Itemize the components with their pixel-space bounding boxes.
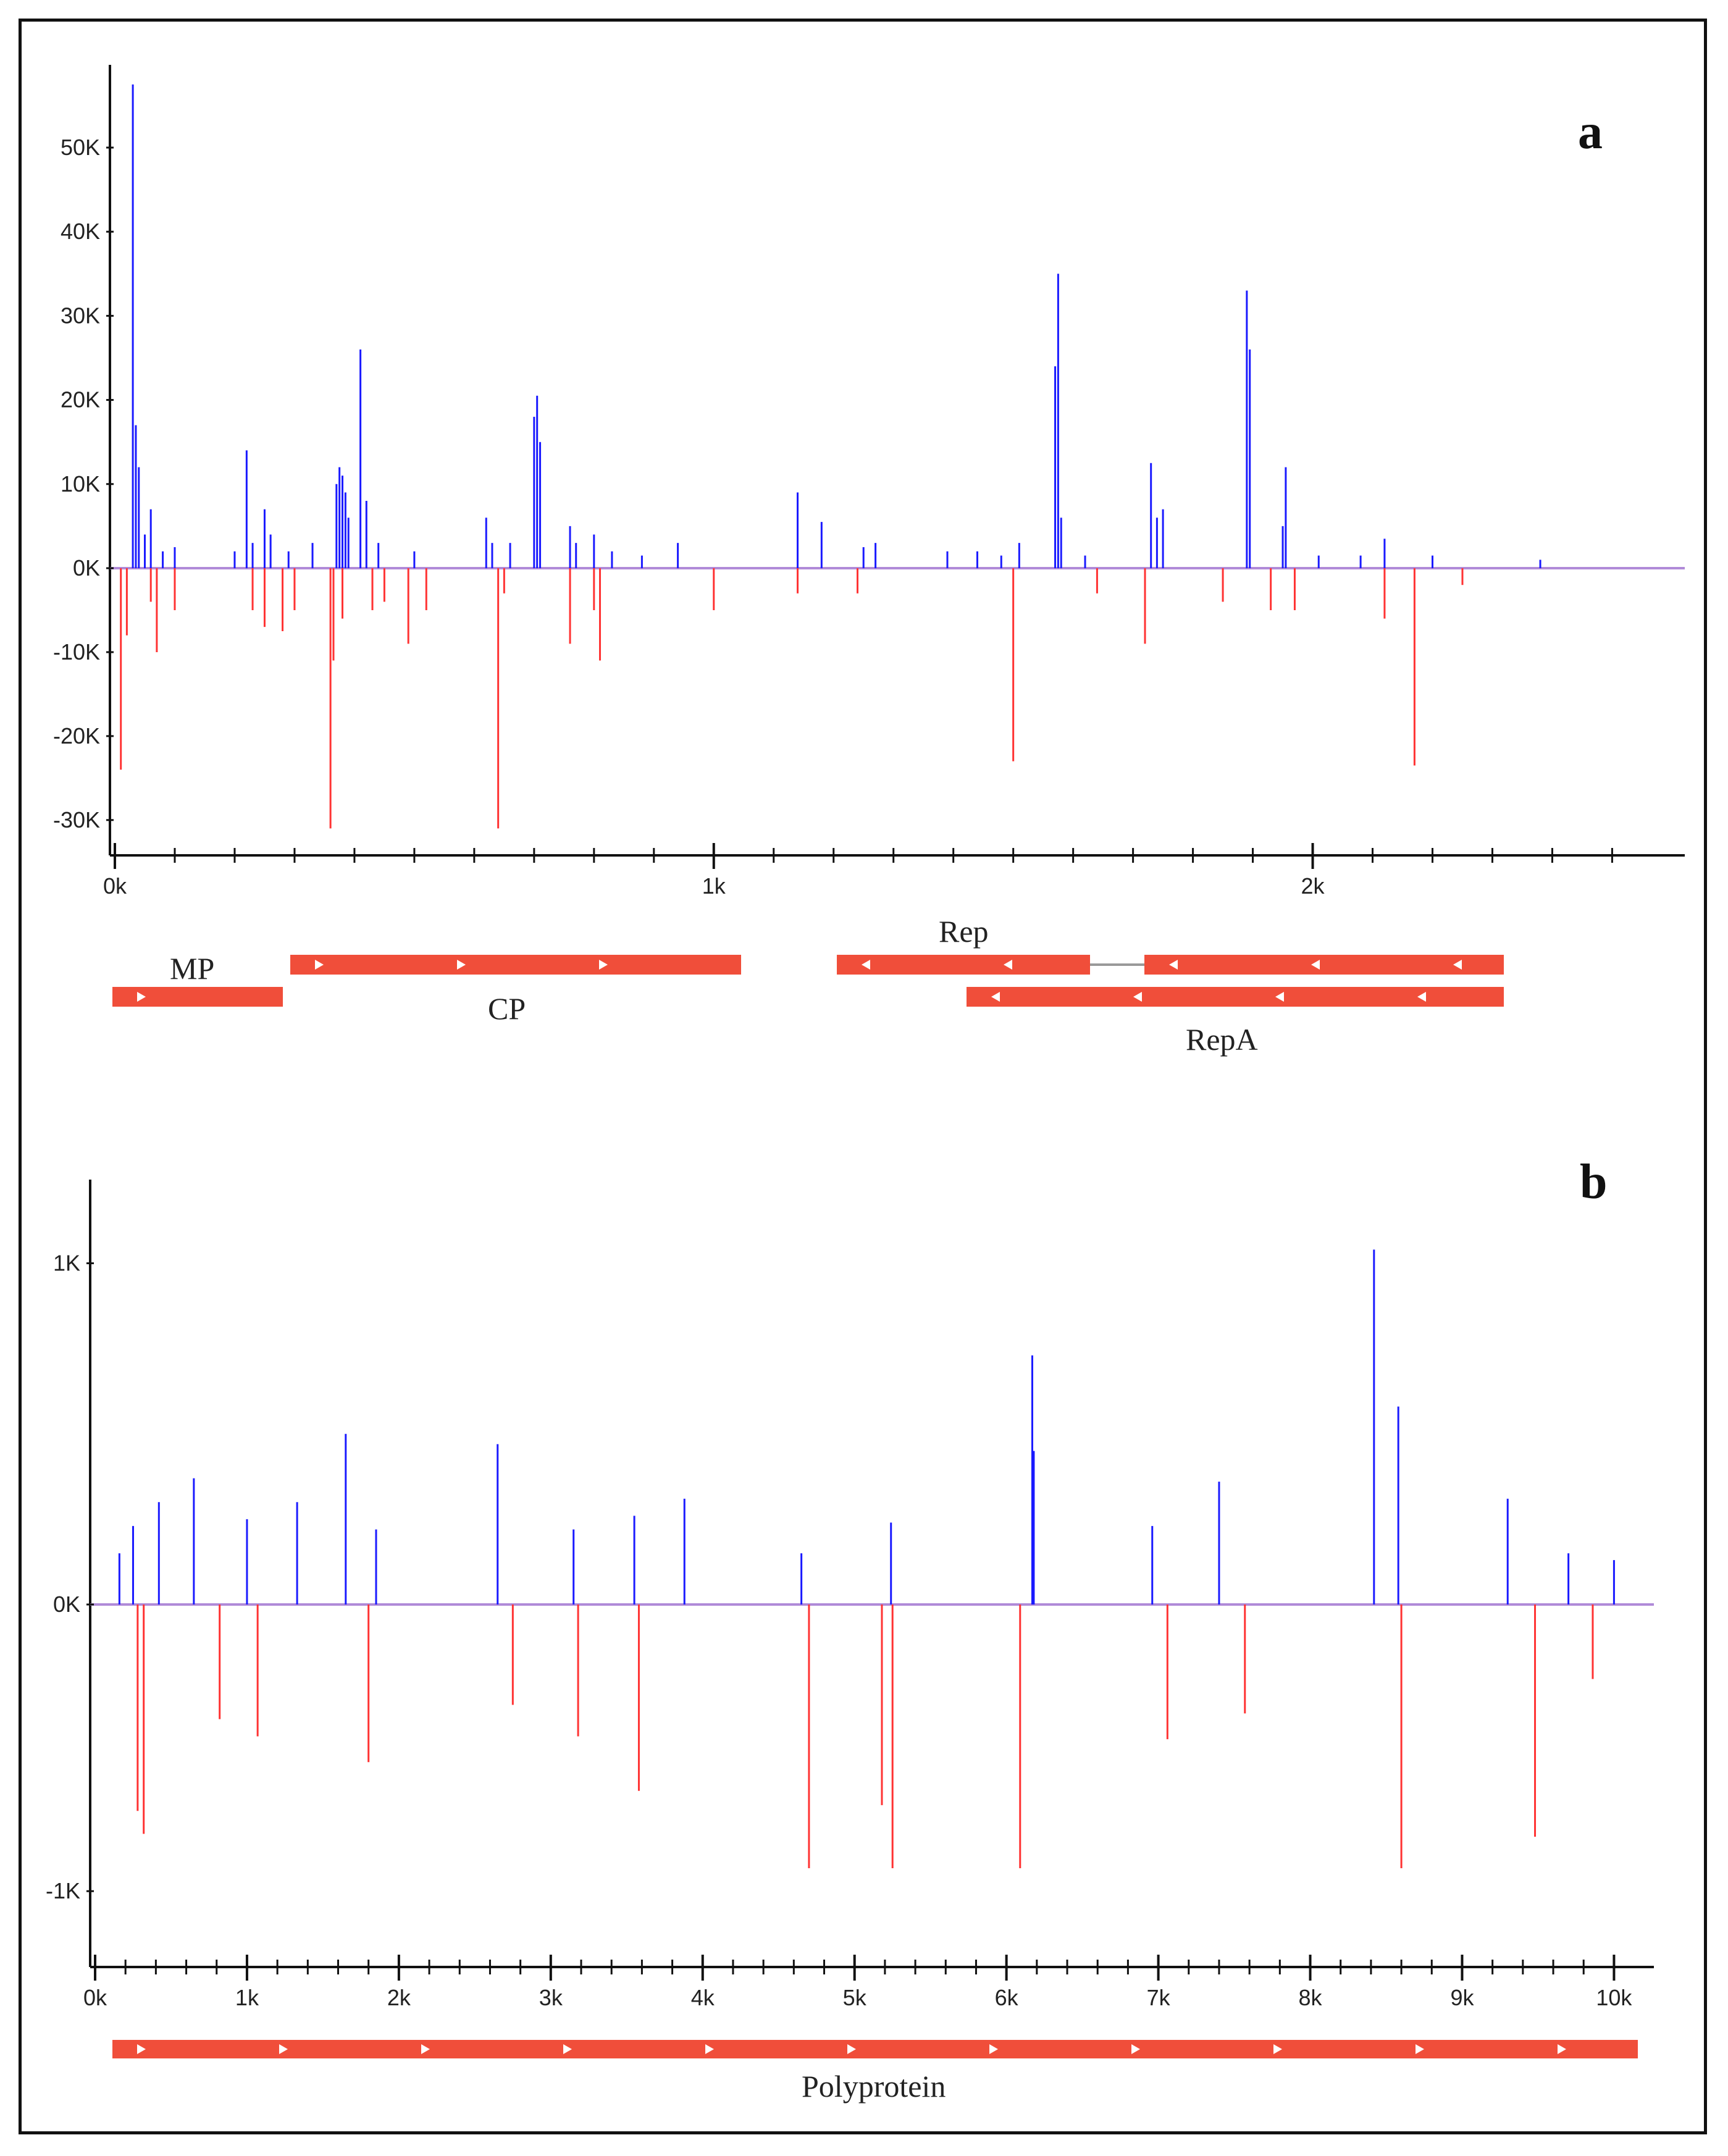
- gene-direction-arrow: [1275, 992, 1284, 1002]
- gene-direction-arrow: [137, 2044, 146, 2054]
- gene-label-polyprotein: Polyprotein: [802, 2069, 946, 2104]
- gene-repa-bar: [967, 987, 1504, 1007]
- x-tick-label: 4k: [691, 1985, 715, 2010]
- x-tick-label: 2k: [1301, 873, 1325, 899]
- gene-cp-bar: [290, 955, 741, 975]
- x-tick-label: 0k: [83, 1985, 107, 2010]
- x-tick-label: 3k: [539, 1985, 563, 2010]
- panel-a-letter: a: [1578, 105, 1603, 159]
- y-tick-label: 1K: [53, 1251, 80, 1276]
- gene-direction-arrow: [1004, 960, 1012, 970]
- y-tick-label: 20K: [61, 387, 100, 413]
- gene-direction-arrow: [279, 2044, 288, 2054]
- y-tick-label: 40K: [61, 219, 100, 244]
- gene-direction-arrow: [989, 2044, 998, 2054]
- gene-direction-arrow: [563, 2044, 572, 2054]
- panel-a-x-ticks: 0k 1k 2k: [103, 843, 1613, 899]
- x-tick-label: 6k: [995, 1985, 1019, 2010]
- y-tick-label: -10K: [53, 639, 100, 665]
- gene-label-rep: Rep: [939, 914, 989, 949]
- panel-b-gene-track: Polyprotein: [112, 2040, 1638, 2104]
- gene-direction-arrow: [1311, 960, 1320, 970]
- gene-direction-arrow: [315, 960, 324, 970]
- gene-rep-bar-1: [837, 955, 1090, 975]
- y-tick-label: 10K: [61, 471, 100, 497]
- y-tick-label: -1K: [46, 1878, 80, 1903]
- x-tick-label: 8k: [1299, 1985, 1323, 2010]
- gene-direction-arrow: [421, 2044, 430, 2054]
- panel-b-y-ticks: 1K 0K -1K: [46, 1251, 94, 1903]
- x-tick-label: 1k: [702, 873, 726, 899]
- y-tick-label: -30K: [53, 807, 100, 833]
- gene-direction-arrow: [1133, 992, 1142, 1002]
- gene-direction-arrow: [991, 992, 1000, 1002]
- gene-direction-arrow: [599, 960, 608, 970]
- panel-a-gene-track: MP CP Rep RepA: [112, 914, 1504, 1057]
- gene-polyprotein-bar: [112, 2040, 1638, 2058]
- gene-direction-arrow: [1273, 2044, 1282, 2054]
- y-tick-label: 30K: [61, 303, 100, 328]
- panel-a-bars: [120, 84, 1541, 829]
- gene-direction-arrow: [457, 960, 466, 970]
- gene-direction-arrow: [1558, 2044, 1566, 2054]
- gene-direction-arrow: [1416, 2044, 1424, 2054]
- panel-b: 1K 0K -1K 0k 1k 2k 3k 4k 5k 6k 7k 8k 9k 10k b Polypr…: [46, 1155, 1654, 2104]
- y-tick-label: -20K: [53, 723, 100, 749]
- y-tick-label: 0K: [73, 555, 100, 581]
- panel-b-letter: b: [1580, 1155, 1608, 1209]
- x-tick-label: 5k: [843, 1985, 867, 2010]
- gene-rep-bar-2: [1144, 955, 1504, 975]
- gene-direction-arrow: [705, 2044, 714, 2054]
- gene-direction-arrow: [847, 2044, 856, 2054]
- x-tick-label: 9k: [1450, 1985, 1474, 2010]
- panel-a: 50K 40K 30K 20K 10K 0K -10K -20K -30K 0k 1k 2k a M…: [53, 65, 1685, 1057]
- y-tick-label: 50K: [61, 135, 100, 160]
- gene-direction-arrow: [862, 960, 870, 970]
- gene-direction-arrow: [1169, 960, 1178, 970]
- x-tick-label: 10k: [1596, 1985, 1632, 2010]
- gene-label-mp: MP: [170, 951, 214, 986]
- x-tick-label: 2k: [387, 1985, 411, 2010]
- figure-frame: [19, 19, 1707, 2134]
- panel-b-x-ticks: 0k 1k 2k 3k 4k 5k 6k 7k 8k 9k 10k: [83, 1955, 1632, 2010]
- x-tick-label: 1k: [235, 1985, 259, 2010]
- panel-b-bars: [118, 1249, 1615, 1869]
- gene-direction-arrow: [1131, 2044, 1140, 2054]
- gene-label-cp: CP: [488, 991, 526, 1026]
- y-tick-label: 0K: [53, 1592, 80, 1617]
- x-tick-label: 0k: [103, 873, 127, 899]
- polyprotein-arrows: [137, 2044, 1566, 2054]
- gene-direction-arrow: [137, 992, 146, 1002]
- gene-direction-arrow: [1417, 992, 1426, 1002]
- x-tick-label: 7k: [1147, 1985, 1171, 2010]
- gene-direction-arrow: [1453, 960, 1462, 970]
- panel-a-y-ticks: 50K 40K 30K 20K 10K 0K -10K -20K -30K: [53, 135, 114, 833]
- gene-label-repa: RepA: [1186, 1022, 1258, 1057]
- gene-arrows: [137, 960, 1462, 1002]
